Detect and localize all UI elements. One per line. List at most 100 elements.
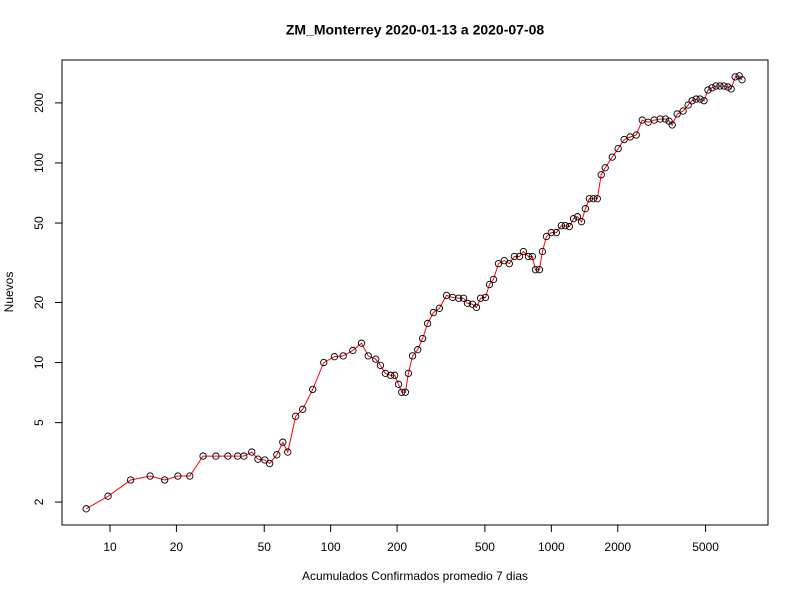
- data-point: [688, 97, 696, 105]
- data-point: [589, 195, 597, 203]
- y-tick-label: 10: [32, 356, 46, 370]
- data-point: [510, 252, 519, 261]
- data-point: [593, 195, 601, 203]
- data-point: [528, 252, 536, 261]
- data-point: [454, 294, 463, 302]
- data-point: [692, 95, 700, 103]
- data-point: [489, 275, 498, 284]
- data-line: [85, 75, 743, 510]
- data-point: [279, 438, 287, 446]
- x-tick-label: 5000: [692, 540, 719, 554]
- data-point: [320, 358, 328, 367]
- data-point: [476, 294, 485, 302]
- data-point: [254, 455, 262, 463]
- data-point: [387, 371, 395, 379]
- data-point: [429, 308, 438, 317]
- data-point: [339, 352, 347, 360]
- data-point: [398, 388, 406, 396]
- data-point: [535, 266, 544, 274]
- data-point: [376, 361, 385, 370]
- data-point: [299, 405, 307, 413]
- data-point: [569, 215, 578, 223]
- data-point: [668, 121, 676, 129]
- chart-title: ZM_Monterrey 2020-01-13 a 2020-07-08: [286, 22, 545, 38]
- data-point: [620, 135, 628, 144]
- data-point: [727, 85, 735, 93]
- data-point: [661, 115, 670, 123]
- data-point: [104, 492, 112, 500]
- data-point: [161, 476, 169, 484]
- x-axis-label: Acumulados Confirmados promedio 7 dias: [302, 569, 528, 583]
- data-point: [608, 153, 616, 161]
- data-point: [708, 84, 716, 92]
- data-point: [557, 222, 565, 230]
- data-point: [418, 334, 427, 343]
- data-point: [414, 346, 422, 354]
- data-point: [372, 355, 380, 363]
- data-point: [349, 346, 357, 355]
- data-point: [248, 448, 256, 456]
- data-point: [391, 371, 399, 379]
- data-point: [481, 293, 490, 302]
- data-point: [261, 456, 269, 464]
- data-point: [381, 369, 390, 377]
- data-point: [731, 73, 739, 81]
- data-point: [174, 472, 182, 480]
- data-point: [573, 213, 582, 221]
- data-point: [716, 82, 724, 90]
- data-point: [357, 339, 366, 347]
- data-point: [82, 505, 90, 513]
- y-tick-label: 5: [32, 419, 46, 426]
- data-point: [126, 476, 135, 484]
- x-tick-label: 100: [321, 540, 341, 554]
- data-point: [565, 222, 574, 231]
- data-point: [704, 86, 712, 94]
- data-point: [632, 131, 640, 139]
- data-point: [309, 385, 317, 394]
- data-point: [199, 452, 207, 460]
- data-point: [401, 388, 410, 396]
- data-point: [673, 110, 681, 118]
- data-point: [394, 380, 403, 388]
- data-point: [679, 107, 687, 115]
- data-point: [684, 101, 692, 109]
- x-tick-label: 1000: [538, 540, 565, 554]
- data-point: [292, 412, 300, 420]
- y-tick-label: 20: [32, 295, 46, 309]
- data-point: [531, 266, 540, 274]
- y-axis-label: Nuevos: [2, 272, 16, 313]
- data-point: [265, 459, 274, 468]
- y-tick-label: 2: [32, 498, 46, 505]
- data-point: [423, 319, 432, 328]
- data-point: [459, 294, 468, 302]
- data-point: [494, 259, 503, 268]
- x-tick-label: 20: [170, 540, 184, 554]
- data-point: [738, 76, 746, 84]
- data-point: [485, 280, 494, 289]
- data-point: [186, 472, 194, 480]
- data-point: [330, 353, 339, 361]
- data-point: [720, 82, 728, 90]
- y-tick-label: 200: [32, 93, 46, 113]
- data-point: [552, 228, 561, 237]
- data-point: [505, 259, 513, 268]
- data-point: [696, 95, 704, 103]
- x-tick-label: 500: [475, 540, 495, 554]
- data-point: [435, 304, 444, 312]
- data-point: [273, 451, 281, 459]
- data-point: [284, 448, 292, 456]
- plot-frame: [61, 59, 769, 526]
- data-point: [224, 452, 232, 460]
- data-point: [585, 195, 594, 203]
- x-tick-label: 200: [387, 540, 407, 554]
- data-point: [547, 228, 555, 237]
- data-point: [581, 205, 590, 213]
- data-point: [538, 247, 547, 256]
- data-point: [712, 82, 720, 90]
- data-point: [472, 303, 481, 312]
- data-point: [656, 115, 664, 123]
- data-point: [463, 299, 472, 307]
- data-point: [404, 369, 413, 377]
